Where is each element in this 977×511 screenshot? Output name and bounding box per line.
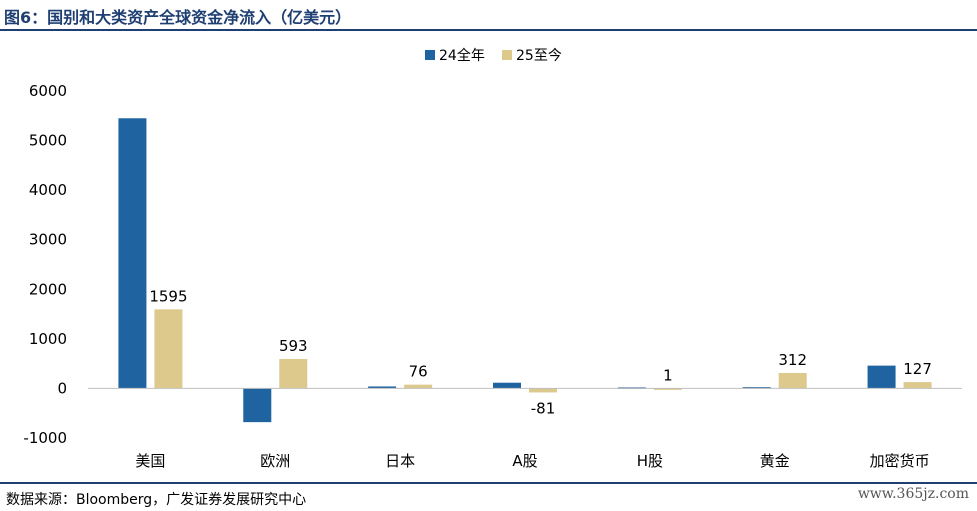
legend-label-series-2: 25至今 (516, 48, 562, 64)
x-category-label: 加密货币 (870, 452, 930, 470)
legend: 24全年 25至今 (425, 47, 562, 64)
y-tick-label: 1000 (29, 330, 67, 348)
data-label: 1595 (149, 287, 187, 305)
chart-title: 图6：国别和大类资产全球资金净流入（亿美元） (4, 8, 352, 27)
legend-label-series-1: 24全年 (439, 47, 485, 64)
bar-series-1-6 (867, 365, 896, 389)
bar-series-2-2 (404, 384, 433, 389)
bar-series-2-1 (279, 359, 308, 389)
bar-series-2-5 (778, 372, 807, 389)
data-label: 1 (663, 366, 673, 384)
y-tick-label: 5000 (29, 132, 67, 150)
legend-swatch-series-1 (425, 50, 435, 60)
x-category-label: 黄金 (760, 452, 790, 470)
x-category-label: A股 (512, 452, 537, 470)
data-label: 593 (279, 337, 308, 355)
title-divider (0, 29, 977, 31)
bar-series-2-4 (653, 388, 682, 390)
bars (118, 118, 932, 423)
y-tick-label: 3000 (29, 231, 67, 249)
y-tick-label: 4000 (29, 181, 67, 199)
data-label: -81 (531, 399, 556, 417)
x-category-label: 欧洲 (260, 452, 290, 470)
x-category-label: H股 (637, 452, 663, 470)
source-note: 数据来源：Bloomberg，广发证券发展研究中心 (6, 492, 307, 508)
data-labels: 1595 593 76 -81 1 312 127 (149, 287, 932, 417)
x-category-label: 美国 (135, 452, 165, 470)
bar-series-1-3 (493, 382, 521, 389)
bar-series-2-3 (529, 388, 557, 393)
data-label: 312 (778, 351, 807, 369)
watermark: www.365jz.com (857, 486, 969, 502)
x-axis-categories: 美国 欧洲 日本 A股 H股 黄金 加密货币 (135, 452, 929, 470)
y-tick-label: 2000 (29, 280, 67, 298)
bar-series-1-1 (243, 388, 272, 423)
data-label: 127 (903, 360, 932, 378)
y-tick-label: -1000 (23, 429, 67, 447)
bar-chart: 24全年 25至今 6000 5000 4000 3000 2000 1000 0 -1000… (23, 47, 962, 470)
bar-series-2-0 (154, 309, 183, 389)
y-axis: 6000 5000 4000 3000 2000 1000 0 -1000 (23, 82, 67, 447)
bar-series-1-2 (368, 386, 397, 389)
data-label: 76 (409, 363, 428, 381)
y-tick-label: 6000 (29, 82, 67, 100)
footer-divider (0, 482, 977, 484)
y-tick-label: 0 (57, 379, 67, 397)
bar-series-1-0 (118, 118, 147, 389)
bar-series-2-6 (903, 382, 932, 389)
legend-swatch-series-2 (502, 50, 512, 60)
x-category-label: 日本 (385, 452, 415, 470)
